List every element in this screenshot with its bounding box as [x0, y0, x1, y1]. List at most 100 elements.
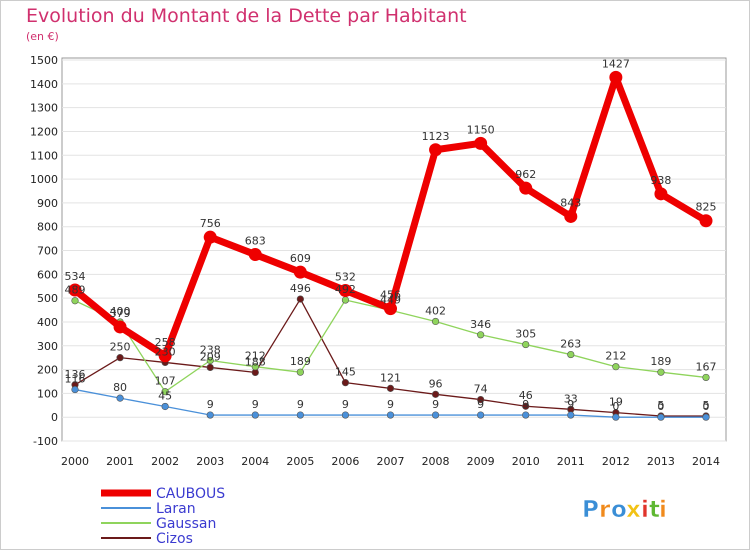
- data-label: 209: [200, 350, 221, 363]
- data-point: [296, 411, 304, 419]
- data-label: 346: [470, 318, 491, 331]
- data-label: 189: [650, 355, 671, 368]
- data-point: [341, 379, 350, 387]
- data-label: 167: [696, 360, 717, 373]
- data-point: [113, 320, 127, 334]
- data-label: 9: [477, 398, 484, 411]
- data-label: 0: [703, 400, 710, 413]
- data-label: 379: [110, 307, 131, 320]
- data-point: [477, 331, 485, 339]
- data-label: 212: [245, 350, 266, 363]
- data-point: [702, 413, 710, 421]
- data-label: 145: [335, 366, 356, 379]
- data-label: 258: [155, 336, 176, 349]
- data-label: 230: [155, 345, 176, 358]
- x-tick-label: 2000: [61, 455, 89, 468]
- y-tick-label: 1100: [30, 149, 58, 162]
- logo-letter: P: [582, 497, 599, 523]
- data-point: [699, 214, 713, 228]
- data-label: 107: [155, 375, 176, 388]
- data-label: 19: [609, 396, 623, 409]
- data-label: 492: [335, 283, 356, 296]
- y-tick-label: -100: [33, 435, 58, 448]
- legend-label: CAUBOUS: [156, 486, 225, 502]
- data-point: [341, 296, 350, 304]
- data-label: 456: [380, 289, 401, 302]
- data-label: 188: [245, 355, 266, 368]
- data-label: 9: [432, 398, 439, 411]
- data-point: [68, 283, 82, 297]
- data-label: 189: [290, 355, 311, 368]
- data-point: [612, 413, 620, 421]
- chart-subtitle: (en €): [26, 30, 59, 43]
- data-label: 400: [110, 305, 131, 318]
- data-label: 305: [515, 328, 536, 341]
- data-point: [522, 340, 530, 349]
- y-tick-label: 600: [37, 268, 58, 281]
- data-point: [609, 70, 623, 84]
- x-axis-ticks: 2000 2001 2002 2003 2004 2005 2006 2007 2008 2009…: [61, 455, 720, 468]
- y-tick-label: 200: [37, 364, 58, 377]
- data-point: [612, 363, 620, 371]
- data-label: 96: [429, 377, 443, 390]
- logo-letter: i: [641, 497, 649, 523]
- y-tick-label: 500: [37, 292, 58, 305]
- y-tick-label: 1200: [30, 125, 58, 138]
- x-tick-label: 2011: [557, 455, 585, 468]
- legend-label: Cizos: [156, 531, 193, 547]
- data-point: [296, 295, 304, 303]
- y-tick-label: 100: [37, 387, 58, 400]
- logo-letter: x: [626, 497, 641, 523]
- data-label: 116: [65, 373, 86, 386]
- data-label: 46: [519, 389, 533, 402]
- data-point: [71, 297, 79, 305]
- y-tick-label: 400: [37, 316, 58, 329]
- data-point: [248, 248, 262, 262]
- data-label: 212: [605, 350, 626, 363]
- data-point: [251, 411, 259, 419]
- y-tick-label: 700: [37, 245, 58, 258]
- data-point: [564, 209, 578, 223]
- data-point: [116, 354, 124, 362]
- y-tick-label: 1000: [30, 173, 58, 186]
- logo-letter: t: [649, 497, 660, 523]
- data-label: 45: [158, 389, 172, 402]
- data-point: [251, 363, 259, 371]
- x-tick-label: 2009: [467, 455, 495, 468]
- x-tick-label: 2005: [286, 455, 314, 468]
- x-tick-label: 2010: [512, 455, 540, 468]
- data-point: [431, 390, 440, 398]
- data-label: 5: [657, 399, 664, 412]
- data-label: 489: [65, 284, 86, 297]
- y-tick-label: 1300: [30, 102, 58, 115]
- data-label: 532: [335, 271, 356, 284]
- data-point: [384, 302, 397, 316]
- data-point: [386, 411, 395, 419]
- data-point: [293, 265, 307, 279]
- x-tick-label: 2008: [422, 455, 450, 468]
- data-point: [386, 384, 395, 392]
- data-label: 121: [380, 371, 401, 384]
- data-label: 80: [113, 381, 127, 394]
- data-label: 9: [567, 398, 574, 411]
- data-label: 683: [245, 235, 266, 248]
- data-label: 9: [342, 398, 349, 411]
- data-label: 449: [380, 293, 401, 306]
- data-label: 9: [207, 398, 214, 411]
- data-label: 1427: [602, 57, 630, 70]
- data-point: [567, 350, 575, 359]
- x-tick-label: 2006: [331, 455, 359, 468]
- y-tick-label: 0: [51, 411, 58, 424]
- data-label: 74: [474, 383, 488, 396]
- legend-label: Laran: [156, 501, 196, 517]
- data-label: 825: [696, 201, 717, 214]
- logo-letter: r: [599, 497, 611, 523]
- data-point: [702, 373, 710, 382]
- data-label: 609: [290, 252, 311, 265]
- data-point: [431, 411, 440, 419]
- data-label: 1150: [467, 123, 495, 136]
- y-tick-label: 300: [37, 340, 58, 353]
- data-point: [206, 356, 214, 365]
